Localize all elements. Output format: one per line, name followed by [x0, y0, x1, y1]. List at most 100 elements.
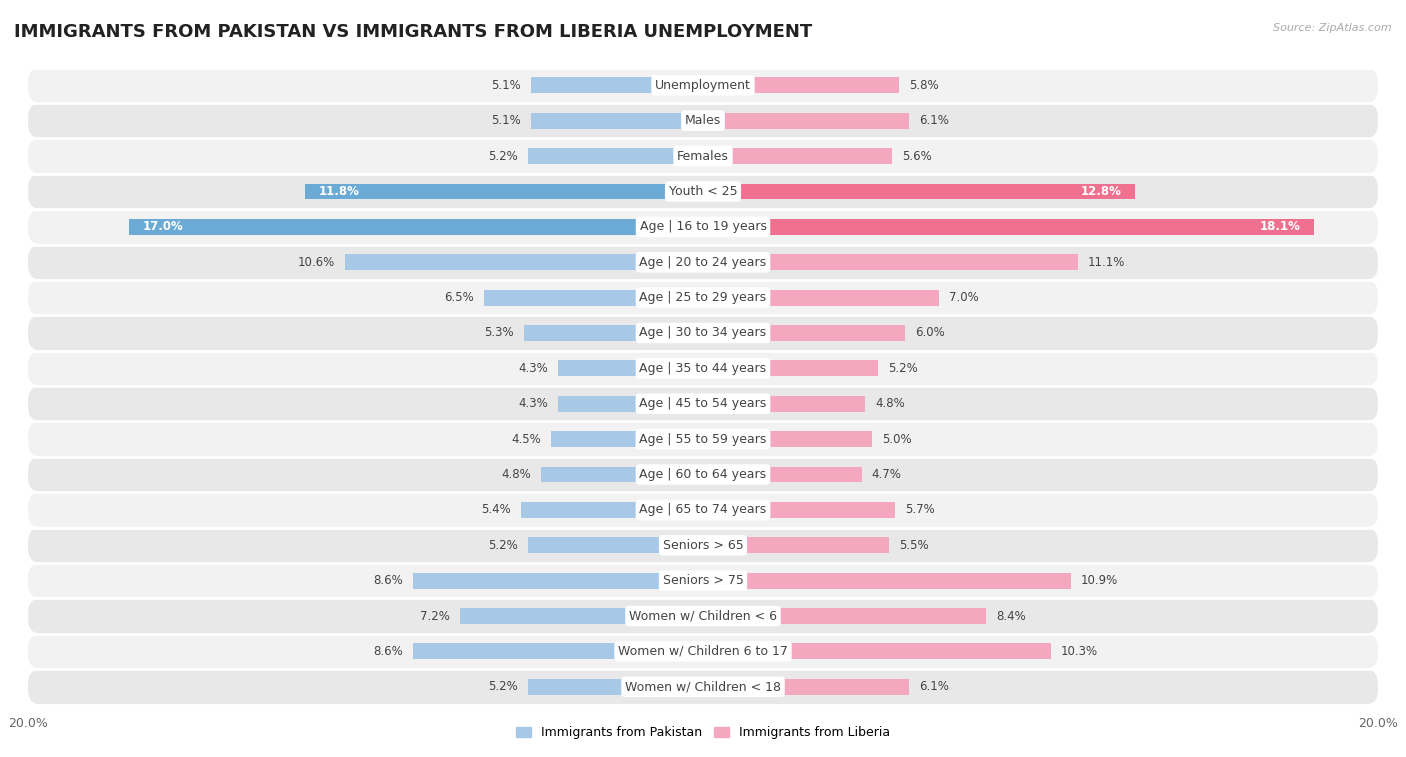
Bar [703, 573, 1071, 589]
Bar [527, 537, 703, 553]
FancyBboxPatch shape [28, 386, 1378, 422]
Bar [558, 360, 703, 376]
Text: 8.4%: 8.4% [997, 609, 1026, 622]
FancyBboxPatch shape [28, 67, 1378, 103]
Bar [413, 573, 703, 589]
Text: IMMIGRANTS FROM PAKISTAN VS IMMIGRANTS FROM LIBERIA UNEMPLOYMENT: IMMIGRANTS FROM PAKISTAN VS IMMIGRANTS F… [14, 23, 813, 41]
Text: 17.0%: 17.0% [143, 220, 184, 233]
FancyBboxPatch shape [28, 174, 1378, 209]
Text: Age | 25 to 29 years: Age | 25 to 29 years [640, 291, 766, 304]
Bar [531, 113, 703, 129]
Text: 5.6%: 5.6% [903, 150, 932, 163]
FancyBboxPatch shape [28, 245, 1378, 280]
Text: Age | 30 to 34 years: Age | 30 to 34 years [640, 326, 766, 339]
Text: 8.6%: 8.6% [373, 574, 402, 587]
Text: 5.1%: 5.1% [491, 114, 520, 127]
Text: Unemployment: Unemployment [655, 79, 751, 92]
Bar [703, 643, 1050, 659]
Text: 7.2%: 7.2% [420, 609, 450, 622]
Bar [527, 679, 703, 695]
Text: 5.2%: 5.2% [488, 150, 517, 163]
Bar [703, 325, 905, 341]
Text: 11.8%: 11.8% [318, 185, 359, 198]
Text: 8.6%: 8.6% [373, 645, 402, 658]
Text: Age | 35 to 44 years: Age | 35 to 44 years [640, 362, 766, 375]
Bar [531, 77, 703, 93]
FancyBboxPatch shape [28, 634, 1378, 669]
Bar [551, 431, 703, 447]
Text: 5.3%: 5.3% [485, 326, 515, 339]
Text: Women w/ Children < 18: Women w/ Children < 18 [626, 681, 780, 693]
Bar [413, 643, 703, 659]
Text: Age | 20 to 24 years: Age | 20 to 24 years [640, 256, 766, 269]
Bar [703, 502, 896, 518]
Bar [703, 254, 1077, 270]
Text: 5.7%: 5.7% [905, 503, 935, 516]
Text: 6.0%: 6.0% [915, 326, 945, 339]
Text: 4.5%: 4.5% [512, 433, 541, 446]
FancyBboxPatch shape [28, 316, 1378, 350]
Bar [703, 148, 891, 164]
Bar [524, 325, 703, 341]
Text: 4.3%: 4.3% [517, 397, 548, 410]
FancyBboxPatch shape [28, 563, 1378, 598]
Bar [305, 183, 703, 199]
Bar [703, 396, 865, 412]
Text: Females: Females [678, 150, 728, 163]
Bar [703, 219, 1313, 235]
Bar [703, 77, 898, 93]
Text: Age | 65 to 74 years: Age | 65 to 74 years [640, 503, 766, 516]
Text: Males: Males [685, 114, 721, 127]
Text: 18.1%: 18.1% [1260, 220, 1301, 233]
Text: Women w/ Children < 6: Women w/ Children < 6 [628, 609, 778, 622]
Bar [520, 502, 703, 518]
Text: Women w/ Children 6 to 17: Women w/ Children 6 to 17 [619, 645, 787, 658]
Text: 5.2%: 5.2% [889, 362, 918, 375]
Bar [527, 148, 703, 164]
FancyBboxPatch shape [28, 280, 1378, 316]
Text: 5.2%: 5.2% [488, 539, 517, 552]
Bar [129, 219, 703, 235]
Bar [541, 466, 703, 482]
FancyBboxPatch shape [28, 456, 1378, 492]
Text: 5.5%: 5.5% [898, 539, 928, 552]
Text: Seniors > 75: Seniors > 75 [662, 574, 744, 587]
Text: 4.8%: 4.8% [501, 468, 531, 481]
Text: 5.1%: 5.1% [491, 79, 520, 92]
Bar [703, 290, 939, 306]
Bar [558, 396, 703, 412]
Bar [703, 113, 908, 129]
Text: Seniors > 65: Seniors > 65 [662, 539, 744, 552]
Text: 10.6%: 10.6% [298, 256, 335, 269]
Bar [703, 431, 872, 447]
Text: Age | 60 to 64 years: Age | 60 to 64 years [640, 468, 766, 481]
Text: 7.0%: 7.0% [949, 291, 979, 304]
Bar [703, 466, 862, 482]
Text: 5.4%: 5.4% [481, 503, 510, 516]
Text: 11.1%: 11.1% [1088, 256, 1125, 269]
Text: 10.9%: 10.9% [1081, 574, 1118, 587]
Text: Age | 45 to 54 years: Age | 45 to 54 years [640, 397, 766, 410]
FancyBboxPatch shape [28, 598, 1378, 634]
FancyBboxPatch shape [28, 139, 1378, 174]
Text: Age | 55 to 59 years: Age | 55 to 59 years [640, 433, 766, 446]
FancyBboxPatch shape [28, 528, 1378, 563]
Bar [703, 679, 908, 695]
Text: 6.1%: 6.1% [920, 114, 949, 127]
FancyBboxPatch shape [28, 209, 1378, 245]
Text: 10.3%: 10.3% [1060, 645, 1098, 658]
Bar [703, 537, 889, 553]
Text: 5.2%: 5.2% [488, 681, 517, 693]
Text: 4.8%: 4.8% [875, 397, 905, 410]
Bar [460, 608, 703, 624]
Text: Age | 16 to 19 years: Age | 16 to 19 years [640, 220, 766, 233]
Text: 6.1%: 6.1% [920, 681, 949, 693]
Legend: Immigrants from Pakistan, Immigrants from Liberia: Immigrants from Pakistan, Immigrants fro… [510, 721, 896, 744]
Bar [484, 290, 703, 306]
Text: 5.0%: 5.0% [882, 433, 911, 446]
Text: 5.8%: 5.8% [908, 79, 938, 92]
FancyBboxPatch shape [28, 492, 1378, 528]
Bar [703, 608, 987, 624]
FancyBboxPatch shape [28, 103, 1378, 139]
Text: 4.3%: 4.3% [517, 362, 548, 375]
